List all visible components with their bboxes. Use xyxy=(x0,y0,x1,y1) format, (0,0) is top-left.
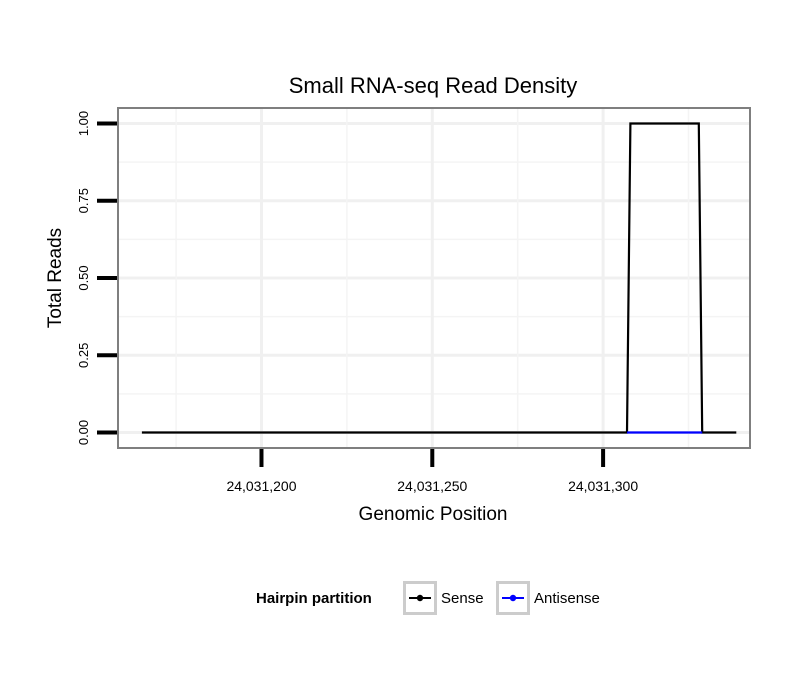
legend-entry-antisense: Antisense xyxy=(496,581,600,615)
chart-title: Small RNA-seq Read Density xyxy=(289,73,578,98)
legend-key-point xyxy=(509,594,517,602)
legend: Hairpin partition Sense Antisense xyxy=(256,581,600,615)
legend-title: Hairpin partition xyxy=(256,590,372,607)
x-tick-label: 24,031,300 xyxy=(568,478,638,494)
y-axis-label: Total Reads xyxy=(45,228,66,328)
y-tick-label: 0.25 xyxy=(76,343,91,368)
x-tick-label: 24,031,200 xyxy=(226,478,296,494)
plot-panel-border xyxy=(117,107,751,449)
y-tick-label: 0.00 xyxy=(76,420,91,445)
x-axis-label: Genomic Position xyxy=(359,504,508,525)
legend-entries: Sense Antisense xyxy=(403,581,600,615)
series-lines xyxy=(141,122,737,434)
legend-key-point xyxy=(416,594,424,602)
y-tick-label: 1.00 xyxy=(76,111,91,136)
series-line-sense xyxy=(141,122,737,434)
axes: 0.00 0.25 0.50 0.75 1.00 24,031,200 24,031,250… xyxy=(76,111,638,494)
y-tick-label: 0.75 xyxy=(76,188,91,213)
grid-lines xyxy=(118,108,750,448)
legend-entry-label: Antisense xyxy=(534,590,600,607)
legend-entry-label: Sense xyxy=(441,590,484,607)
legend-entry-sense: Sense xyxy=(403,581,484,615)
y-tick-label: 0.50 xyxy=(76,265,91,290)
x-tick-label: 24,031,250 xyxy=(397,478,467,494)
